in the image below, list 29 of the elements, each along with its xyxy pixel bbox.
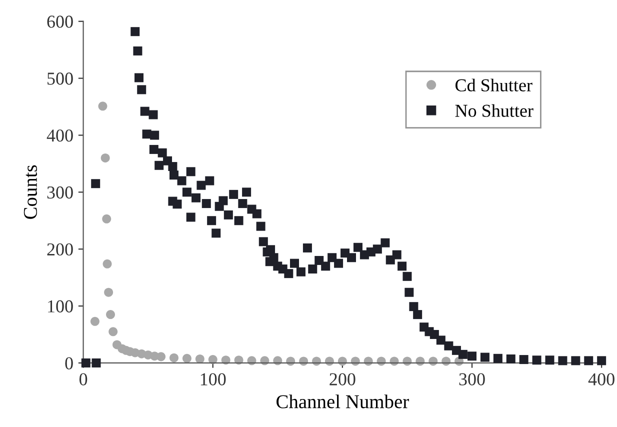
legend-label: Cd Shutter [456, 78, 532, 92]
x-tick-label: 400 [588, 373, 614, 386]
point [182, 354, 192, 363]
point [108, 327, 118, 336]
y-tick-label: 300 [47, 186, 73, 199]
point [98, 102, 108, 111]
point [208, 355, 218, 364]
x-tick-label: 200 [330, 373, 356, 386]
y-tick-label: 200 [47, 243, 73, 256]
x-tick-label: 100 [200, 373, 226, 386]
point [156, 352, 166, 362]
x-tick-label: 0 [79, 373, 88, 386]
point [102, 214, 112, 224]
point [100, 153, 110, 162]
point [90, 316, 100, 326]
y-tick-label: 600 [47, 16, 73, 28]
point [104, 288, 114, 297]
point [102, 259, 112, 268]
y-tick-label: 100 [48, 300, 73, 312]
y-tick-label: 0 [65, 357, 73, 370]
point [195, 354, 204, 364]
y-tick-label: 400 [46, 129, 73, 142]
y-tick-label: 500 [48, 72, 73, 85]
point [106, 310, 116, 320]
x-tick-label: 300 [459, 373, 485, 386]
legend-label: No Shutter [455, 104, 534, 117]
point [169, 353, 178, 362]
x-axis-title: Channel Number [276, 394, 409, 408]
y-axis-title: Counts [24, 165, 37, 219]
